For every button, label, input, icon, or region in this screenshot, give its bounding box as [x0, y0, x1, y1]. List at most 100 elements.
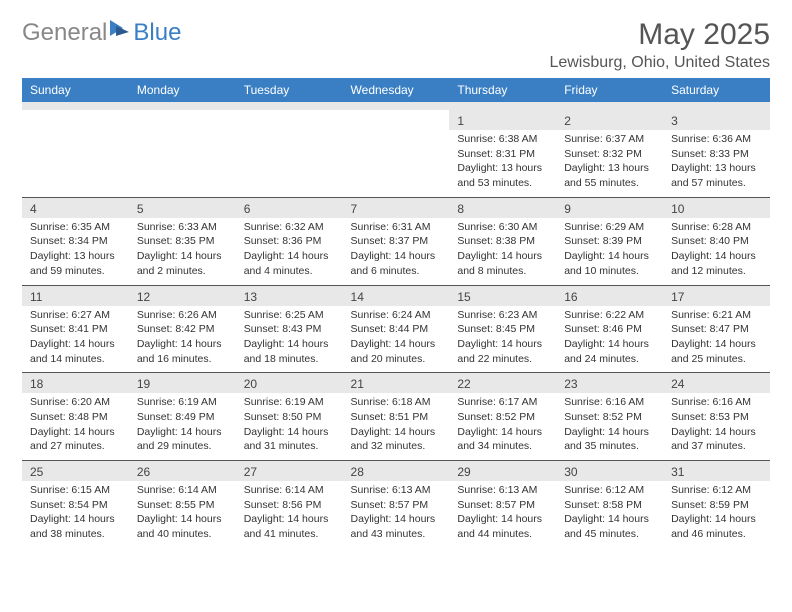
date-body-row: Sunrise: 6:27 AMSunset: 8:41 PMDaylight:…	[22, 306, 770, 373]
spacer-cell	[663, 102, 770, 110]
date-number-cell: 16	[556, 285, 663, 306]
date-number-cell: 3	[663, 110, 770, 130]
sunrise-text: Sunrise: 6:25 AM	[244, 308, 335, 323]
sunset-text: Sunset: 8:42 PM	[137, 322, 228, 337]
sunrise-text: Sunrise: 6:28 AM	[671, 220, 762, 235]
daylight-text: Daylight: 14 hours and 31 minutes.	[244, 425, 335, 454]
date-body-cell: Sunrise: 6:21 AMSunset: 8:47 PMDaylight:…	[663, 306, 770, 373]
sunset-text: Sunset: 8:40 PM	[671, 234, 762, 249]
spacer-cell	[22, 102, 129, 110]
date-body-cell: Sunrise: 6:20 AMSunset: 8:48 PMDaylight:…	[22, 393, 129, 460]
date-number-cell: 6	[236, 197, 343, 218]
sunset-text: Sunset: 8:53 PM	[671, 410, 762, 425]
date-number-cell: 26	[129, 461, 236, 482]
sunset-text: Sunset: 8:33 PM	[671, 147, 762, 162]
sunrise-text: Sunrise: 6:27 AM	[30, 308, 121, 323]
date-body-row: Sunrise: 6:15 AMSunset: 8:54 PMDaylight:…	[22, 481, 770, 548]
date-body-cell	[343, 130, 450, 197]
sunset-text: Sunset: 8:57 PM	[457, 498, 548, 513]
daylight-text: Daylight: 14 hours and 34 minutes.	[457, 425, 548, 454]
date-body-cell: Sunrise: 6:16 AMSunset: 8:53 PMDaylight:…	[663, 393, 770, 460]
title-block: May 2025 Lewisburg, Ohio, United States	[549, 18, 770, 72]
date-body-cell: Sunrise: 6:38 AMSunset: 8:31 PMDaylight:…	[449, 130, 556, 197]
daylight-text: Daylight: 14 hours and 20 minutes.	[351, 337, 442, 366]
date-body-cell: Sunrise: 6:25 AMSunset: 8:43 PMDaylight:…	[236, 306, 343, 373]
date-body-cell: Sunrise: 6:13 AMSunset: 8:57 PMDaylight:…	[449, 481, 556, 548]
sunset-text: Sunset: 8:52 PM	[457, 410, 548, 425]
daylight-text: Daylight: 14 hours and 27 minutes.	[30, 425, 121, 454]
date-number-cell: 10	[663, 197, 770, 218]
daylight-text: Daylight: 13 hours and 57 minutes.	[671, 161, 762, 190]
spacer-cell	[236, 102, 343, 110]
daylight-text: Daylight: 14 hours and 35 minutes.	[564, 425, 655, 454]
date-number-cell: 12	[129, 285, 236, 306]
daylight-text: Daylight: 14 hours and 2 minutes.	[137, 249, 228, 278]
header: General Blue May 2025 Lewisburg, Ohio, U…	[22, 18, 770, 72]
date-number-cell: 17	[663, 285, 770, 306]
calendar-body: 123Sunrise: 6:38 AMSunset: 8:31 PMDaylig…	[22, 102, 770, 548]
date-number-cell: 20	[236, 373, 343, 394]
sunset-text: Sunset: 8:35 PM	[137, 234, 228, 249]
dayhead-cell: Monday	[129, 78, 236, 102]
daylight-text: Daylight: 14 hours and 6 minutes.	[351, 249, 442, 278]
date-body-cell	[22, 130, 129, 197]
logo: General Blue	[22, 18, 181, 47]
logo-text-1: General	[22, 19, 107, 47]
sunrise-text: Sunrise: 6:19 AM	[137, 395, 228, 410]
date-number-cell: 7	[343, 197, 450, 218]
date-number-cell: 18	[22, 373, 129, 394]
date-number-cell: 14	[343, 285, 450, 306]
sunrise-text: Sunrise: 6:13 AM	[457, 483, 548, 498]
sunset-text: Sunset: 8:58 PM	[564, 498, 655, 513]
sunrise-text: Sunrise: 6:12 AM	[671, 483, 762, 498]
sunset-text: Sunset: 8:50 PM	[244, 410, 335, 425]
dayhead-cell: Tuesday	[236, 78, 343, 102]
date-number-cell: 8	[449, 197, 556, 218]
daylight-text: Daylight: 14 hours and 45 minutes.	[564, 512, 655, 541]
date-body-cell: Sunrise: 6:37 AMSunset: 8:32 PMDaylight:…	[556, 130, 663, 197]
date-number-row: 25262728293031	[22, 461, 770, 482]
date-number-cell: 29	[449, 461, 556, 482]
dayhead-row: SundayMondayTuesdayWednesdayThursdayFrid…	[22, 78, 770, 102]
flag-icon	[109, 18, 131, 47]
sunrise-text: Sunrise: 6:36 AM	[671, 132, 762, 147]
date-number-cell: 24	[663, 373, 770, 394]
date-number-cell: 4	[22, 197, 129, 218]
sunrise-text: Sunrise: 6:26 AM	[137, 308, 228, 323]
sunrise-text: Sunrise: 6:23 AM	[457, 308, 548, 323]
date-number-cell	[22, 110, 129, 130]
sunset-text: Sunset: 8:44 PM	[351, 322, 442, 337]
daylight-text: Daylight: 14 hours and 40 minutes.	[137, 512, 228, 541]
date-body-cell	[236, 130, 343, 197]
daylight-text: Daylight: 14 hours and 10 minutes.	[564, 249, 655, 278]
date-body-row: Sunrise: 6:38 AMSunset: 8:31 PMDaylight:…	[22, 130, 770, 197]
date-body-cell	[129, 130, 236, 197]
date-number-cell: 30	[556, 461, 663, 482]
sunrise-text: Sunrise: 6:17 AM	[457, 395, 548, 410]
sunrise-text: Sunrise: 6:14 AM	[244, 483, 335, 498]
date-number-cell: 31	[663, 461, 770, 482]
date-number-cell: 27	[236, 461, 343, 482]
date-body-cell: Sunrise: 6:30 AMSunset: 8:38 PMDaylight:…	[449, 218, 556, 285]
daylight-text: Daylight: 14 hours and 29 minutes.	[137, 425, 228, 454]
daylight-text: Daylight: 14 hours and 24 minutes.	[564, 337, 655, 366]
date-body-row: Sunrise: 6:20 AMSunset: 8:48 PMDaylight:…	[22, 393, 770, 460]
sunset-text: Sunset: 8:57 PM	[351, 498, 442, 513]
date-number-cell: 13	[236, 285, 343, 306]
date-body-cell: Sunrise: 6:19 AMSunset: 8:50 PMDaylight:…	[236, 393, 343, 460]
date-body-cell: Sunrise: 6:36 AMSunset: 8:33 PMDaylight:…	[663, 130, 770, 197]
sunset-text: Sunset: 8:54 PM	[30, 498, 121, 513]
date-number-cell: 1	[449, 110, 556, 130]
sunrise-text: Sunrise: 6:24 AM	[351, 308, 442, 323]
date-body-cell: Sunrise: 6:24 AMSunset: 8:44 PMDaylight:…	[343, 306, 450, 373]
sunrise-text: Sunrise: 6:38 AM	[457, 132, 548, 147]
daylight-text: Daylight: 14 hours and 22 minutes.	[457, 337, 548, 366]
sunset-text: Sunset: 8:39 PM	[564, 234, 655, 249]
sunset-text: Sunset: 8:34 PM	[30, 234, 121, 249]
date-number-cell: 2	[556, 110, 663, 130]
date-body-cell: Sunrise: 6:14 AMSunset: 8:55 PMDaylight:…	[129, 481, 236, 548]
sunrise-text: Sunrise: 6:16 AM	[564, 395, 655, 410]
date-body-row: Sunrise: 6:35 AMSunset: 8:34 PMDaylight:…	[22, 218, 770, 285]
spacer-cell	[556, 102, 663, 110]
date-number-cell: 23	[556, 373, 663, 394]
